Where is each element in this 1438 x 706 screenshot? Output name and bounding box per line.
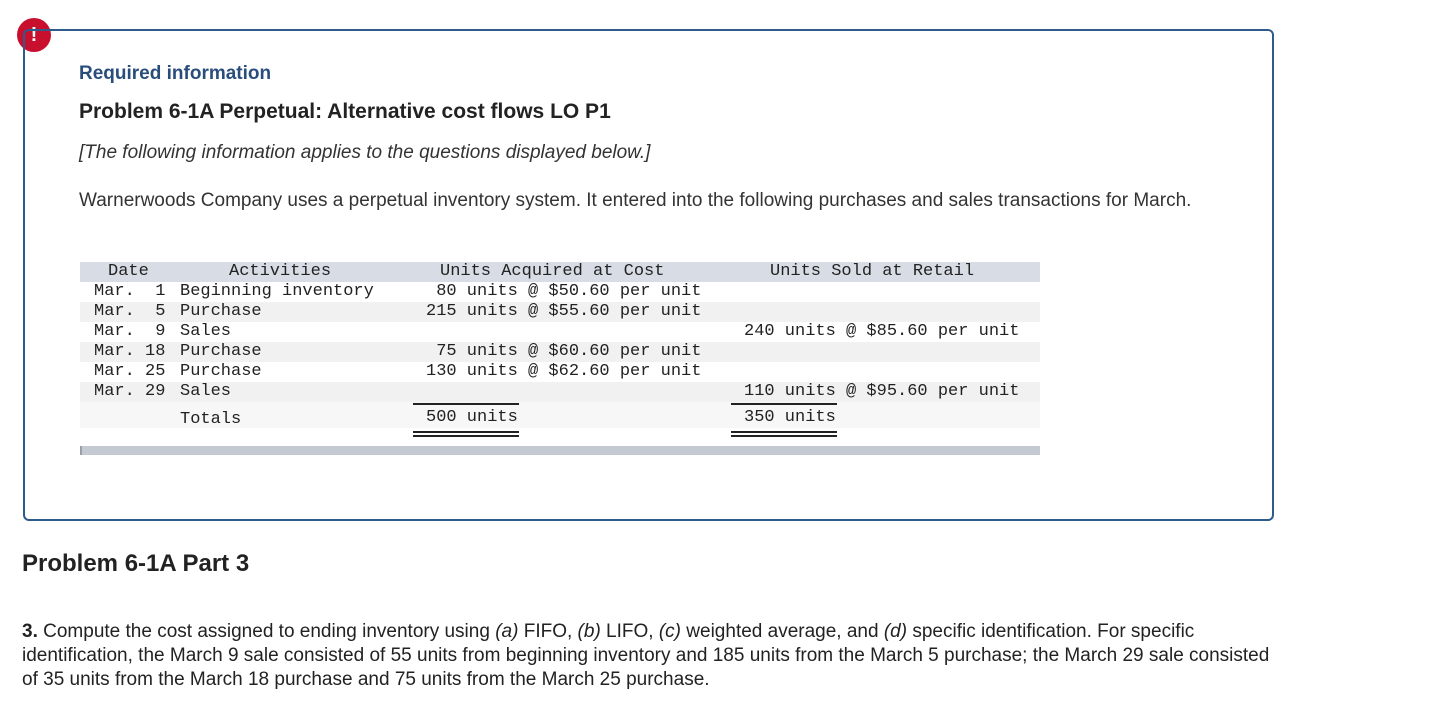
question-number: 3. <box>22 621 38 642</box>
intro-paragraph: Warnerwoods Company uses a perpetual inv… <box>79 190 1192 211</box>
row-activity: Purchase <box>180 362 262 381</box>
table-header-row <box>80 262 1040 282</box>
header-date: Date <box>108 262 149 281</box>
alert-badge: ! <box>17 18 51 52</box>
row-acquired: 215 units @ $55.60 per unit <box>426 302 702 321</box>
row-stripe <box>80 382 1040 402</box>
row-sold: 240 units @ $85.60 per unit <box>744 322 1020 341</box>
required-information-panel <box>23 29 1274 521</box>
required-information-title: Required information <box>79 63 272 84</box>
label-d: (d) <box>883 621 908 642</box>
row-activity: Beginning inventory <box>180 282 374 301</box>
row-acquired: 75 units @ $60.60 per unit <box>426 342 702 361</box>
label-a: (a) <box>495 621 519 642</box>
question-text: 3. Compute the cost assigned to ending i… <box>22 620 1282 692</box>
subtotal-rule <box>413 403 519 405</box>
row-activity: Purchase <box>180 302 262 321</box>
header-activities: Activities <box>229 262 332 281</box>
method-fifo: FIFO, <box>518 621 578 642</box>
method-specific: specific identification. For specific id… <box>22 621 1270 690</box>
row-activity: Purchase <box>180 342 262 361</box>
label-b: (b) <box>577 621 601 642</box>
totals-acquired: 500 units <box>426 408 518 427</box>
question-intro: Compute the cost assigned to ending inve… <box>37 621 496 642</box>
row-date: Mar. 29 <box>94 382 166 401</box>
method-weighted: weighted average, and <box>681 621 884 642</box>
exclamation-icon: ! <box>30 24 38 46</box>
problem-title: Problem 6-1A Perpetual: Alternative cost… <box>79 100 611 123</box>
totals-stripe <box>80 402 1040 428</box>
header-sold: Units Sold at Retail <box>770 262 975 281</box>
label-c: (c) <box>658 621 682 642</box>
row-stripe <box>80 302 1040 322</box>
row-acquired: 130 units @ $62.60 per unit <box>426 362 702 381</box>
row-acquired: 80 units @ $50.60 per unit <box>426 282 702 301</box>
row-date: Mar. 5 <box>94 302 166 321</box>
row-stripe <box>80 342 1040 362</box>
totals-label: Totals <box>180 410 242 429</box>
row-date: Mar. 9 <box>94 322 166 341</box>
totals-sold: 350 units <box>744 408 836 427</box>
row-activity: Sales <box>180 382 232 401</box>
row-date: Mar. 18 <box>94 342 166 361</box>
method-lifo: LIFO, <box>600 621 659 642</box>
row-sold: 110 units @ $95.60 per unit <box>744 382 1020 401</box>
header-acquired: Units Acquired at Cost <box>440 262 665 281</box>
table-scrollbar[interactable] <box>80 446 1040 455</box>
row-date: Mar. 1 <box>94 282 166 301</box>
double-rule <box>731 431 837 433</box>
double-rule <box>731 435 837 437</box>
row-date: Mar. 25 <box>94 362 166 381</box>
double-rule <box>413 431 519 433</box>
subtotal-rule <box>731 403 837 405</box>
double-rule <box>413 435 519 437</box>
instruction-note: [The following information applies to th… <box>79 142 651 163</box>
row-activity: Sales <box>180 322 232 341</box>
part-heading: Problem 6-1A Part 3 <box>22 550 250 577</box>
